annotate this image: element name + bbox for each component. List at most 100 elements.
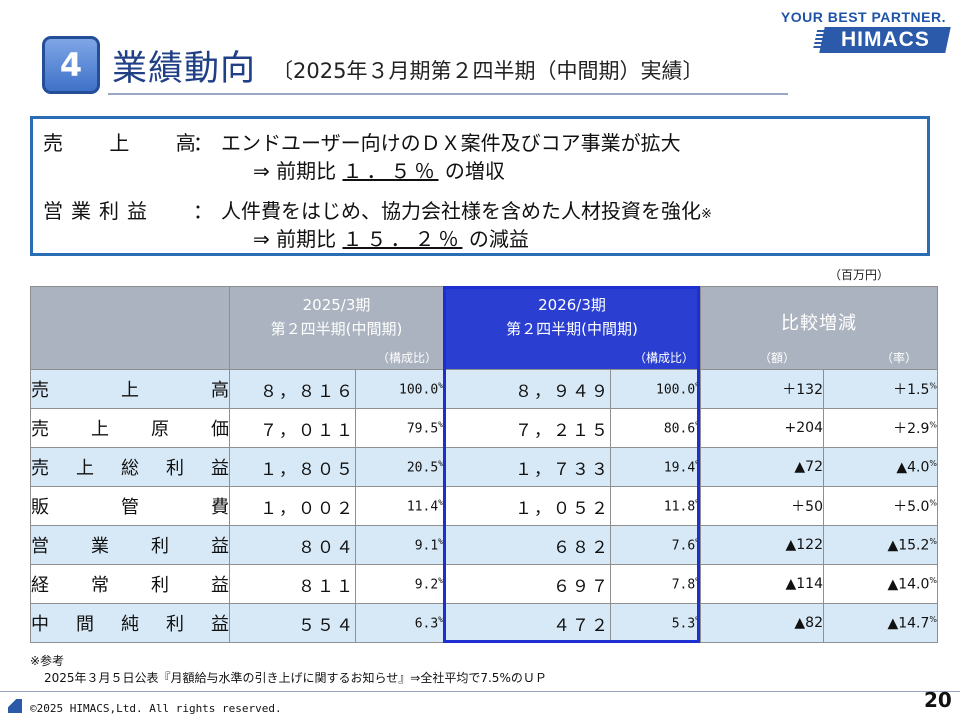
cur-ratio: 7.6% bbox=[610, 525, 701, 565]
item-char: 高 bbox=[211, 380, 229, 401]
prev-ratio-value: 9.1 bbox=[414, 538, 439, 554]
row-item: 販管費 bbox=[30, 486, 230, 526]
prev-ratio-value: 6.3 bbox=[414, 616, 439, 632]
cur-ratio: 80.6% bbox=[610, 408, 701, 448]
summary-box: 売 上 高： エンドユーザー向けのＤＸ案件及びコア事業が拡大 ⇒ 前期比 １．５％… bbox=[30, 116, 930, 256]
percent-sign: % bbox=[438, 419, 443, 429]
diff-rate: ＋5.0% bbox=[823, 486, 938, 526]
section-badge: 4 bbox=[42, 36, 100, 94]
prev-ratio: 9.2% bbox=[355, 564, 444, 604]
prev-value: １，８０５ bbox=[229, 447, 356, 487]
item-char: 管 bbox=[121, 497, 139, 518]
cur-ratio-value: 11.8 bbox=[663, 499, 696, 515]
percent-sign: % bbox=[695, 458, 700, 468]
percent-sign: % bbox=[695, 380, 700, 390]
item-char: 売 bbox=[31, 380, 49, 401]
percent-sign: % bbox=[438, 458, 443, 468]
cur-period-label: 2026/3期 bbox=[538, 296, 606, 314]
diff-amount: ＋50 bbox=[700, 486, 824, 526]
compare-label: 比較増減 bbox=[781, 313, 857, 334]
table-row: 販管費 １，００２ 11.4% １，０５２ 11.8% ＋50 ＋5.0% bbox=[30, 486, 938, 526]
diff-rate-value: ＋2.9 bbox=[893, 421, 930, 437]
logo-text: HIMACS bbox=[840, 28, 930, 51]
header-cur-period: 2026/3期 第２四半期(中間期) （構成比） bbox=[443, 286, 701, 370]
item-char: 間 bbox=[76, 614, 94, 635]
diff-rate-value: ＋1.5 bbox=[893, 382, 930, 398]
cur-ratio-value: 80.6 bbox=[663, 421, 696, 437]
cur-ratio-value: 7.6 bbox=[671, 538, 696, 554]
cur-value: １，７３３ bbox=[443, 447, 611, 487]
prev-ratio: 9.1% bbox=[355, 525, 444, 565]
table-row: 売上高 ８，８１６ 100.0% ８，９４９ 100.0% ＋132 ＋1.5% bbox=[30, 369, 938, 409]
table-row: 経常利益 ８１１ 9.2% ６９７ 7.8% ▲114 ▲14.0% bbox=[30, 564, 938, 604]
summary-sales-change: １．５％ bbox=[342, 159, 439, 183]
percent-sign: % bbox=[695, 536, 700, 546]
item-char: 営 bbox=[31, 536, 49, 557]
summary-op-change: １５．２％ bbox=[342, 227, 463, 251]
diff-rate-value: ▲14.7 bbox=[887, 615, 930, 632]
prev-ratio-label: （構成比） bbox=[376, 351, 437, 365]
row-item: 経常利益 bbox=[30, 564, 230, 604]
diff-rate: ▲15.2% bbox=[823, 525, 938, 565]
percent-sign: % bbox=[929, 614, 937, 624]
percent-sign: % bbox=[929, 420, 937, 430]
percent-sign: % bbox=[695, 614, 700, 624]
summary-colon: ： bbox=[193, 131, 213, 155]
percent-sign: % bbox=[929, 536, 937, 546]
summary-op-text: 人件費をはじめ、協力会社様を含めた人材投資を強化 bbox=[221, 199, 701, 223]
summary-sales-tail: の増収 bbox=[444, 159, 505, 183]
item-char: 利 bbox=[151, 575, 169, 596]
financial-table: 2025/3期 第２四半期(中間期) （構成比） 2026/3期 第２四半期(中… bbox=[30, 286, 938, 643]
item-char: 業 bbox=[91, 536, 109, 557]
diff-amount: ＋132 bbox=[700, 369, 824, 409]
item-char: 常 bbox=[91, 575, 109, 596]
row-item: 営業利益 bbox=[30, 525, 230, 565]
summary-op-line: 営業利益 ： 人件費をはじめ、協力会社様を含めた人材投資を強化※ bbox=[43, 195, 712, 224]
summary-sales-line: 売 上 高： エンドユーザー向けのＤＸ案件及びコア事業が拡大 bbox=[43, 127, 681, 156]
prev-ratio: 6.3% bbox=[355, 603, 444, 643]
item-char: 利 bbox=[151, 536, 169, 557]
diff-rate: ▲14.7% bbox=[823, 603, 938, 643]
cur-ratio: 11.8% bbox=[610, 486, 701, 526]
note-text: 2025年３月５日公表『月額給与水準の引き上げに関するお知らせ』⇒全社平均で7.… bbox=[44, 671, 547, 685]
percent-sign: % bbox=[438, 497, 443, 507]
percent-sign: % bbox=[929, 498, 937, 508]
item-char: 費 bbox=[211, 497, 229, 518]
diff-rate-value: ▲14.0 bbox=[887, 576, 930, 593]
corner-logo-icon bbox=[8, 699, 22, 713]
item-char: 原 bbox=[151, 419, 169, 440]
prev-ratio: 79.5% bbox=[355, 408, 444, 448]
summary-sales-result: ⇒ 前期比 １．５％ の増収 bbox=[253, 155, 505, 184]
summary-sales-arrow: ⇒ 前期比 bbox=[253, 159, 337, 183]
table-row: 営業利益 ８０４ 9.1% ６８２ 7.6% ▲122 ▲15.2% bbox=[30, 525, 938, 565]
prev-ratio: 11.4% bbox=[355, 486, 444, 526]
item-char: 経 bbox=[31, 575, 49, 596]
prev-ratio: 20.5% bbox=[355, 447, 444, 487]
summary-colon: ： bbox=[193, 199, 213, 223]
cur-value: １，０５２ bbox=[443, 486, 611, 526]
summary-op-tail: の減益 bbox=[468, 227, 529, 251]
item-char: 中 bbox=[31, 614, 49, 635]
prev-value: ８１１ bbox=[229, 564, 356, 604]
company-logo: HIMACS bbox=[819, 27, 951, 53]
percent-sign: % bbox=[929, 575, 937, 585]
item-char: 純 bbox=[121, 614, 139, 635]
cur-ratio: 100.0% bbox=[610, 369, 701, 409]
item-char: 売 bbox=[31, 419, 49, 440]
prev-value: ５５４ bbox=[229, 603, 356, 643]
cur-quarter-label: 第２四半期(中間期) bbox=[506, 320, 638, 338]
summary-op-label: 営業利益 bbox=[43, 199, 155, 223]
prev-period-label: 2025/3期 bbox=[302, 296, 371, 314]
rate-label: （率） bbox=[880, 351, 917, 365]
header-prev-period: 2025/3期 第２四半期(中間期) （構成比） bbox=[229, 286, 444, 370]
item-char: 益 bbox=[211, 458, 229, 479]
prev-ratio-value: 9.2 bbox=[414, 577, 439, 593]
diff-rate-value: ▲15.2 bbox=[887, 537, 930, 554]
cur-value: ７，２１５ bbox=[443, 408, 611, 448]
item-char: 利 bbox=[166, 458, 184, 479]
percent-sign: % bbox=[695, 575, 700, 585]
diff-rate: ▲4.0% bbox=[823, 447, 938, 487]
prev-ratio-value: 79.5 bbox=[406, 421, 439, 437]
row-item: 売上原価 bbox=[30, 408, 230, 448]
